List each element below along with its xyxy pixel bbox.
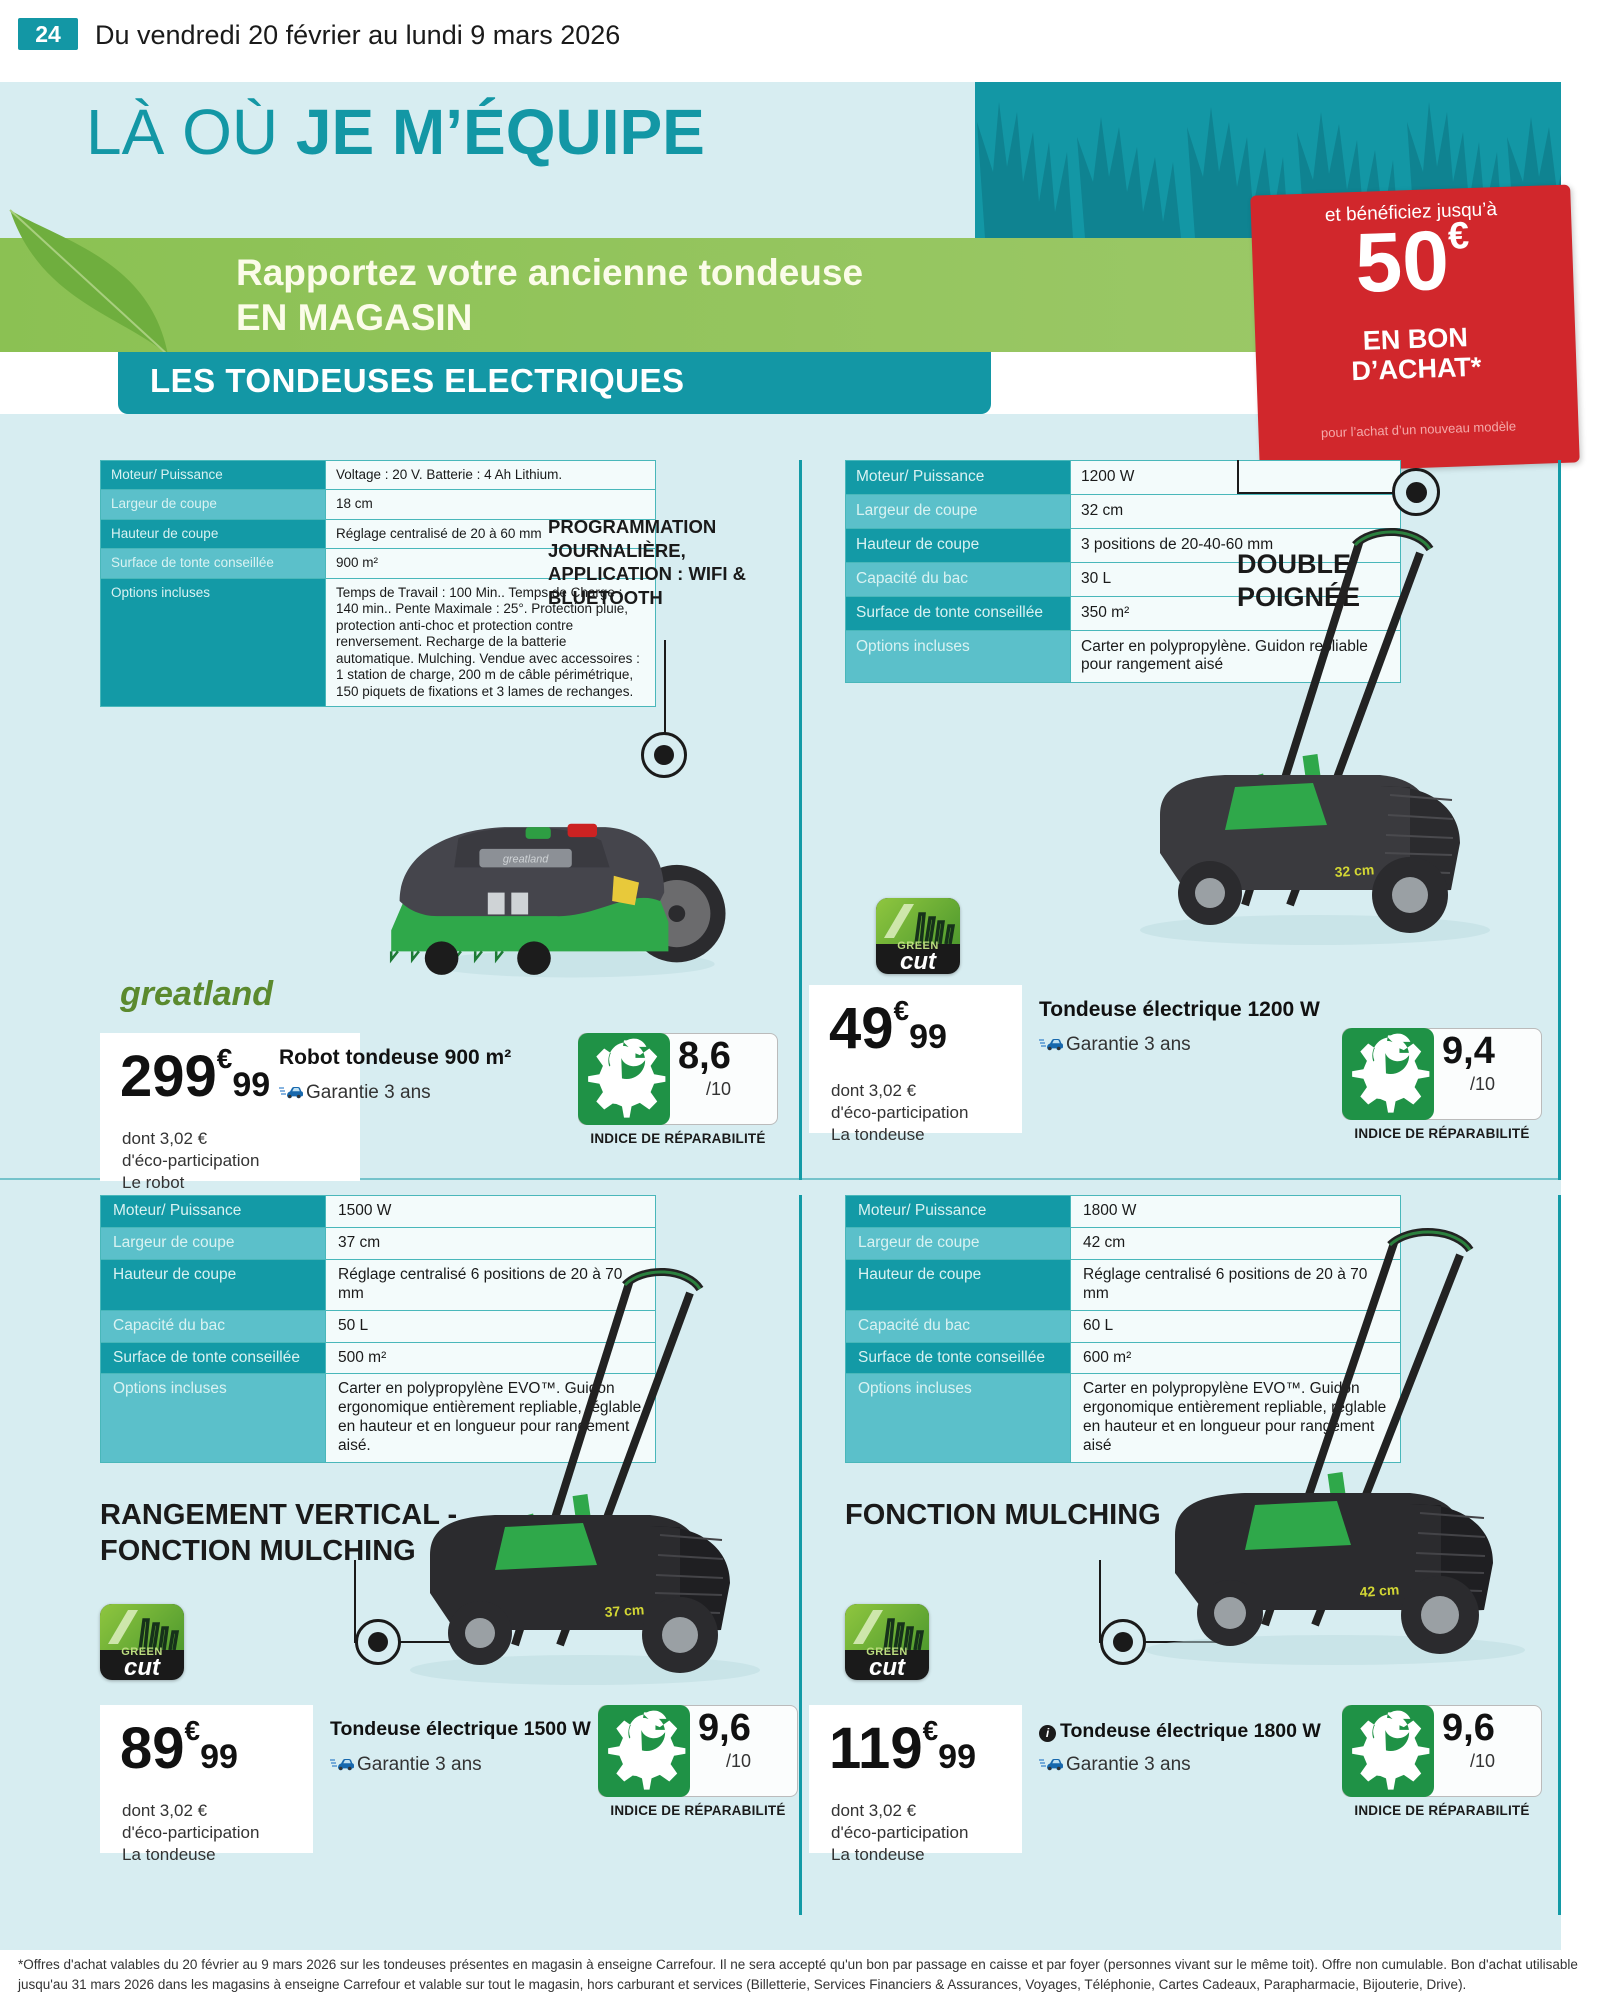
svg-text:42 cm: 42 cm: [1359, 1581, 1400, 1600]
svg-text:greatland: greatland: [503, 853, 549, 865]
svg-text:32 cm: 32 cm: [1334, 861, 1375, 880]
svg-text:37 cm: 37 cm: [604, 1601, 645, 1620]
